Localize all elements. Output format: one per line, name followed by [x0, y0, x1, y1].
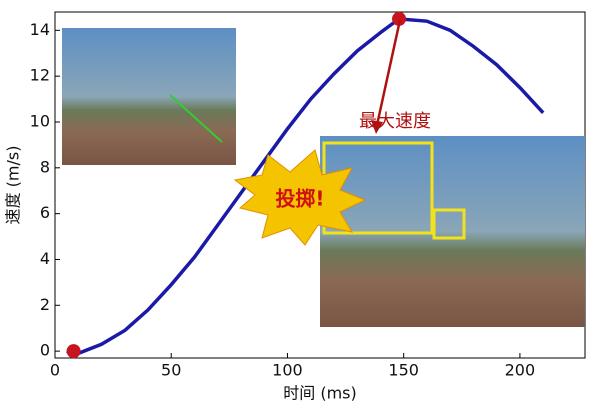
starburst [233, 149, 367, 246]
y-tick-label: 6 [40, 203, 50, 222]
y-tick-label: 12 [30, 66, 50, 85]
y-tick-label: 0 [40, 341, 50, 360]
x-tick-label: 100 [272, 361, 303, 380]
y-tick-label: 2 [40, 295, 50, 314]
highlight-point [392, 11, 407, 26]
y-tick-label: 8 [40, 157, 50, 176]
speed-line [66, 17, 545, 356]
y-axis-label: 速度 (m/s) [4, 146, 23, 225]
x-tick-label: 200 [505, 361, 536, 380]
y-tick-label: 10 [30, 111, 50, 130]
annotation: 最大速度 [359, 111, 431, 132]
javelin-line [169, 94, 223, 143]
zoom-box [432, 208, 466, 240]
x-tick-label: 0 [50, 361, 60, 380]
arrow [375, 19, 402, 126]
annotation: 投掷! [275, 187, 324, 211]
highlight-point [66, 344, 81, 359]
x-tick-label: 150 [388, 361, 419, 380]
x-tick-label: 50 [161, 361, 181, 380]
photo [62, 28, 236, 165]
x-axis-label: 时间 (ms) [283, 384, 357, 403]
y-tick-label: 14 [30, 20, 50, 39]
y-tick-label: 4 [40, 249, 50, 268]
arrowhead [371, 120, 383, 134]
